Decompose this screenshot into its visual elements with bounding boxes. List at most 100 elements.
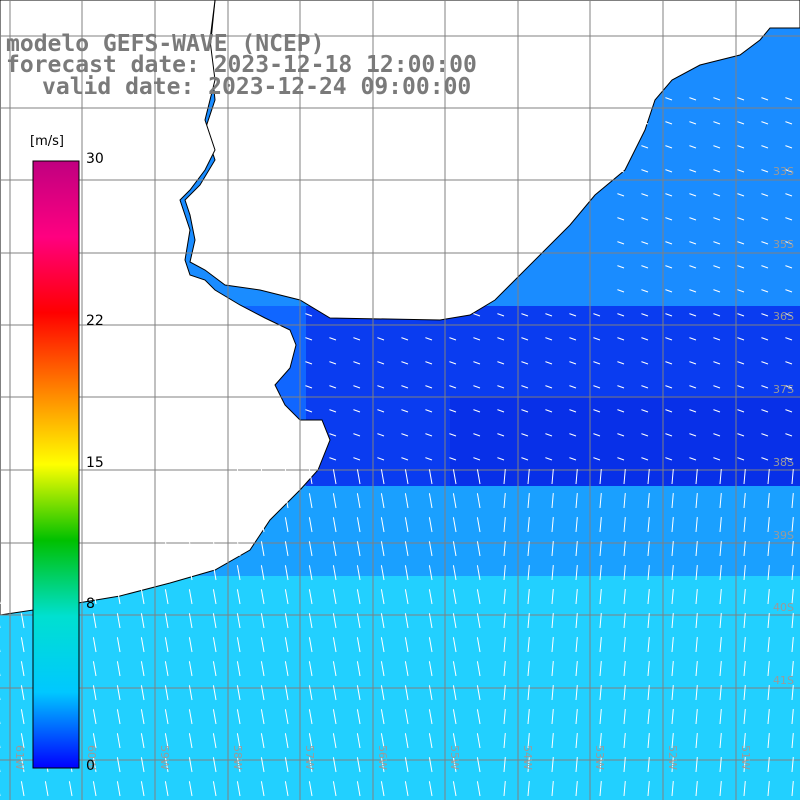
field-cell	[360, 666, 378, 684]
field-cell	[504, 486, 522, 504]
field-cell	[792, 72, 800, 90]
field-cell	[162, 684, 180, 702]
colorbar-unit-label: [m/s]	[30, 134, 64, 149]
field-cell	[432, 648, 450, 666]
field-cell	[576, 756, 594, 774]
field-cell	[774, 486, 792, 504]
field-cell	[504, 414, 522, 432]
field-cell	[738, 666, 756, 684]
field-cell	[306, 684, 324, 702]
field-cell	[396, 774, 414, 792]
field-cell	[540, 774, 558, 792]
field-cell	[504, 432, 522, 450]
field-cell	[360, 414, 378, 432]
field-cell	[630, 792, 648, 800]
field-cell	[162, 792, 180, 800]
field-cell	[630, 522, 648, 540]
field-cell	[216, 576, 234, 594]
colorbar-tick-label: 15	[86, 455, 104, 471]
field-cell	[738, 774, 756, 792]
field-cell	[108, 648, 126, 666]
field-cell	[702, 702, 720, 720]
field-cell	[396, 630, 414, 648]
field-cell	[234, 684, 252, 702]
field-cell	[378, 630, 396, 648]
field-cell	[576, 468, 594, 486]
field-cell	[90, 630, 108, 648]
field-cell	[792, 270, 800, 288]
field-cell	[792, 738, 800, 756]
field-cell	[0, 648, 18, 666]
field-cell	[558, 594, 576, 612]
field-cell	[702, 792, 720, 800]
field-cell	[756, 756, 774, 774]
field-cell	[450, 702, 468, 720]
field-cell	[468, 702, 486, 720]
field-cell	[180, 738, 198, 756]
field-cell	[324, 684, 342, 702]
field-cell	[666, 630, 684, 648]
field-cell	[684, 414, 702, 432]
field-cell	[540, 558, 558, 576]
field-cell	[432, 396, 450, 414]
field-cell	[702, 126, 720, 144]
field-cell	[774, 54, 792, 72]
field-cell	[738, 576, 756, 594]
field-cell	[720, 648, 738, 666]
field-cell	[288, 306, 306, 324]
field-cell	[198, 738, 216, 756]
field-cell	[720, 432, 738, 450]
field-cell	[342, 342, 360, 360]
field-cell	[360, 774, 378, 792]
field-cell	[288, 594, 306, 612]
field-cell	[612, 792, 630, 800]
field-cell	[720, 342, 738, 360]
field-cell	[792, 36, 800, 54]
field-cell	[558, 558, 576, 576]
field-cell	[576, 648, 594, 666]
field-cell	[576, 738, 594, 756]
longitude-label: 56W	[376, 745, 389, 770]
field-cell	[756, 684, 774, 702]
field-cell	[342, 414, 360, 432]
latitude-label: 33S	[773, 165, 794, 178]
field-cell	[738, 720, 756, 738]
field-cell	[720, 594, 738, 612]
field-cell	[702, 720, 720, 738]
field-cell	[666, 270, 684, 288]
field-cell	[702, 684, 720, 702]
field-cell	[576, 378, 594, 396]
field-cell	[576, 432, 594, 450]
field-cell	[792, 54, 800, 72]
longitude-label: 52W	[666, 745, 679, 770]
field-cell	[522, 486, 540, 504]
field-cell	[252, 558, 270, 576]
field-cell	[720, 180, 738, 198]
field-cell	[414, 792, 432, 800]
field-cell	[522, 720, 540, 738]
field-cell	[144, 684, 162, 702]
field-cell	[180, 792, 198, 800]
field-cell	[180, 756, 198, 774]
latitude-label: 36S	[773, 310, 794, 323]
field-cell	[360, 792, 378, 800]
field-cell	[450, 486, 468, 504]
field-cell	[522, 414, 540, 432]
longitude-label: 57W	[303, 745, 316, 770]
field-cell	[720, 72, 738, 90]
field-cell	[360, 630, 378, 648]
field-cell	[612, 684, 630, 702]
field-cell	[378, 648, 396, 666]
field-cell	[558, 252, 576, 270]
field-cell	[720, 378, 738, 396]
field-cell	[756, 792, 774, 800]
field-cell	[522, 558, 540, 576]
field-cell	[702, 630, 720, 648]
field-cell	[378, 792, 396, 800]
field-cell	[630, 630, 648, 648]
field-cell	[576, 288, 594, 306]
field-cell	[720, 306, 738, 324]
field-cell	[684, 522, 702, 540]
field-cell	[540, 720, 558, 738]
